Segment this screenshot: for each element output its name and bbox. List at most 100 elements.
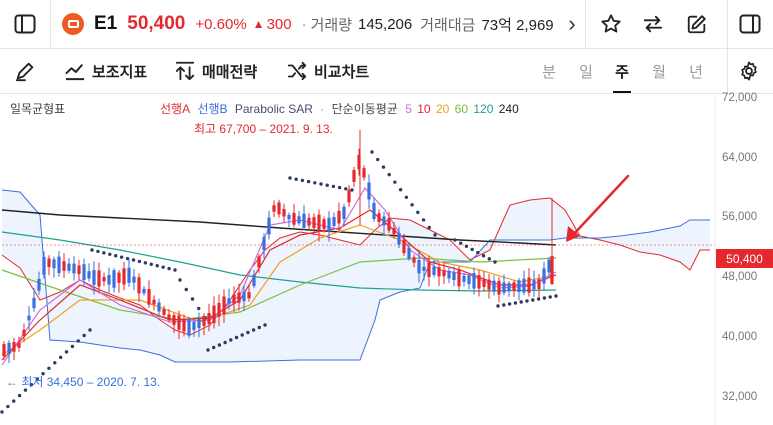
sar-dot: [190, 297, 195, 301]
candlesticks: [2, 130, 554, 364]
candle-body: [457, 269, 461, 287]
candle-body: [297, 216, 301, 224]
sar-dot: [387, 172, 391, 177]
strategy-button[interactable]: 매매전략: [174, 49, 257, 93]
candle-body: [2, 344, 6, 356]
indicator-name: 일목균형표: [10, 102, 66, 116]
period-week[interactable]: 주: [607, 49, 637, 93]
top-bar: E1 50,400 +0.60% ▲ 300 · 거래량 145,206 거래대…: [0, 0, 773, 49]
chart-toolbar: 보조지표 매매전략 비교차트 분 일 주 월 년: [0, 49, 773, 94]
candle-body: [412, 257, 416, 263]
compare-label: 비교차트: [314, 63, 370, 81]
candle-body: [362, 168, 366, 178]
sar-dot: [427, 225, 431, 230]
indicators-button[interactable]: 보조지표: [64, 49, 147, 93]
sar-dot: [251, 328, 256, 332]
sar-dot: [370, 150, 374, 154]
period-month[interactable]: 월: [652, 63, 666, 81]
candle-body: [67, 263, 71, 271]
sar-dot: [542, 296, 547, 300]
candle-body: [382, 216, 386, 226]
candle-body: [542, 268, 546, 284]
candle-body: [117, 272, 121, 283]
sar-dot: [246, 330, 250, 335]
price-chart[interactable]: [0, 94, 773, 425]
candle-body: [417, 259, 421, 274]
sar-dot: [344, 187, 348, 191]
y-tick: 64,000: [722, 152, 758, 164]
sar-dot: [108, 252, 112, 256]
sar-dot: [487, 257, 491, 261]
sar-dot: [173, 268, 177, 272]
sar-dot: [381, 165, 386, 169]
period-day[interactable]: 일: [579, 63, 593, 81]
sar-dot: [161, 265, 165, 269]
legend-sar: Parabolic SAR: [234, 102, 313, 116]
candle-body: [347, 189, 351, 203]
sidebar-toggle-button[interactable]: [12, 12, 38, 36]
candle-body: [442, 270, 446, 277]
candle-body: [527, 277, 531, 293]
sar-dot: [29, 382, 34, 387]
turnover-label: 거래대금: [420, 16, 476, 34]
sar-dot: [294, 177, 298, 181]
sar-dot: [404, 195, 409, 199]
sar-dot: [197, 306, 201, 311]
left-panel-icon: [14, 14, 36, 34]
swap-button[interactable]: [640, 12, 666, 36]
sar-dot: [53, 361, 57, 365]
candle-body: [397, 233, 401, 245]
sar-dot: [41, 372, 45, 376]
candle-body: [102, 277, 106, 282]
candle-body: [472, 273, 476, 289]
candle-body: [377, 213, 381, 223]
candle-body: [192, 321, 196, 331]
sar-dot: [23, 388, 28, 392]
sar-dot: [337, 185, 342, 190]
sar-dot: [76, 339, 80, 343]
sar-dot: [376, 157, 380, 162]
period-minute[interactable]: 분: [542, 63, 556, 81]
edit-button[interactable]: [684, 12, 710, 36]
candle-body: [217, 302, 221, 317]
sar-dot: [6, 404, 10, 409]
favorite-button[interactable]: [598, 12, 624, 36]
y-tick: 32,000: [722, 391, 758, 403]
candle-body: [392, 228, 396, 235]
sar-dot: [114, 254, 118, 258]
right-panel-toggle-button[interactable]: [737, 12, 763, 36]
annotation-arrow-icon: [566, 174, 630, 242]
candle-body: [82, 264, 86, 281]
candle-body: [227, 298, 231, 304]
indicators-label: 보조지표: [92, 63, 148, 81]
more-info-chevron-icon[interactable]: ›: [556, 0, 588, 48]
sar-dot: [119, 255, 124, 259]
draw-button[interactable]: [12, 59, 38, 83]
candle-body: [197, 318, 201, 329]
sar-dot: [306, 179, 311, 184]
candle-body: [547, 259, 551, 273]
candle-body: [52, 259, 56, 269]
compare-button[interactable]: 비교차트: [286, 49, 369, 93]
divider: [727, 49, 728, 93]
candle-body: [27, 315, 31, 321]
change-percent: +0.60%: [195, 15, 247, 33]
chart-legend[interactable]: 선행A 선행B Parabolic SAR · 단순이동평균 5 10 20 6…: [160, 100, 523, 117]
current-price-tag: 50,400: [716, 249, 773, 268]
candle-body: [317, 214, 321, 232]
up-down-arrows-icon: [175, 61, 195, 81]
legend-separator: ·: [320, 102, 325, 116]
sar-dot: [155, 264, 159, 268]
sar-dot: [481, 254, 486, 258]
sar-dot: [143, 261, 148, 265]
sar-dot: [496, 304, 500, 308]
candle-body: [47, 258, 51, 268]
right-panel-icon: [739, 14, 761, 34]
settings-button[interactable]: [736, 59, 762, 83]
candle-body: [432, 266, 436, 275]
period-year[interactable]: 년: [689, 63, 703, 81]
sar-dot: [398, 188, 403, 192]
strategy-label: 매매전략: [202, 63, 258, 81]
legend-ma60: 60: [454, 102, 468, 116]
candle-body: [407, 247, 411, 259]
